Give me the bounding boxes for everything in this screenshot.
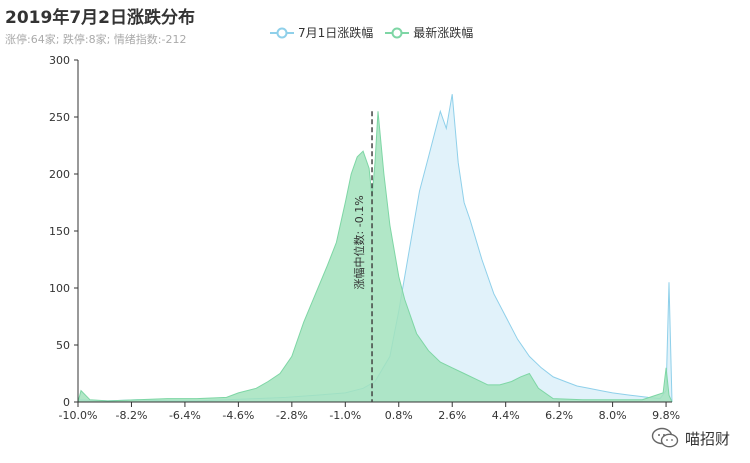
- y-tick-label: 250: [49, 111, 70, 124]
- watermark: 喵招财: [651, 427, 730, 449]
- legend-item-series-1[interactable]: 7月1日涨跌幅: [270, 24, 373, 41]
- series-line-2: [77, 111, 673, 403]
- x-tick-label: -4.6%: [222, 409, 254, 422]
- y-tick-label: 50: [56, 339, 70, 352]
- x-tick-label: -10.0%: [59, 409, 98, 422]
- x-tick-label: 8.0%: [599, 409, 627, 422]
- median-marker-label: 涨幅中位数: -0.1%: [352, 195, 366, 289]
- y-tick-label: 200: [49, 168, 70, 181]
- y-tick-label: 0: [63, 396, 70, 409]
- x-tick-label: -8.2%: [115, 409, 147, 422]
- x-tick-label: -1.0%: [329, 409, 361, 422]
- legend-label-series-1: 7月1日涨跌幅: [298, 26, 374, 40]
- x-tick-label: 6.2%: [545, 409, 573, 422]
- chart-subtitle: 涨停:64家; 跌停:8家; 情绪指数:-212: [5, 33, 187, 46]
- x-tick-label: 9.8%: [652, 409, 680, 422]
- wechat-icon: [651, 427, 679, 448]
- legend-label-series-2: 最新涨跌幅: [413, 26, 474, 40]
- x-tick-label: 0.8%: [385, 409, 413, 422]
- legend-marker-series-1: [270, 27, 294, 38]
- x-tick-label: 4.4%: [492, 409, 520, 422]
- legend-marker-series-2: [385, 27, 410, 38]
- x-tick-label: -2.8%: [276, 409, 308, 422]
- legend-item-series-2[interactable]: 最新涨跌幅: [385, 24, 473, 41]
- x-tick-label: -6.4%: [169, 409, 201, 422]
- x-tick-label: 2.6%: [438, 409, 466, 422]
- y-tick-label: 150: [49, 225, 70, 238]
- y-tick-label: 100: [49, 282, 70, 295]
- legend: 7月1日涨跌幅 最新涨跌幅: [270, 24, 473, 41]
- y-tick-label: 300: [49, 54, 70, 67]
- series-area-2: [78, 111, 672, 403]
- watermark-text: 喵招财: [684, 429, 730, 448]
- chart-title: 2019年7月2日涨跌分布: [5, 8, 195, 28]
